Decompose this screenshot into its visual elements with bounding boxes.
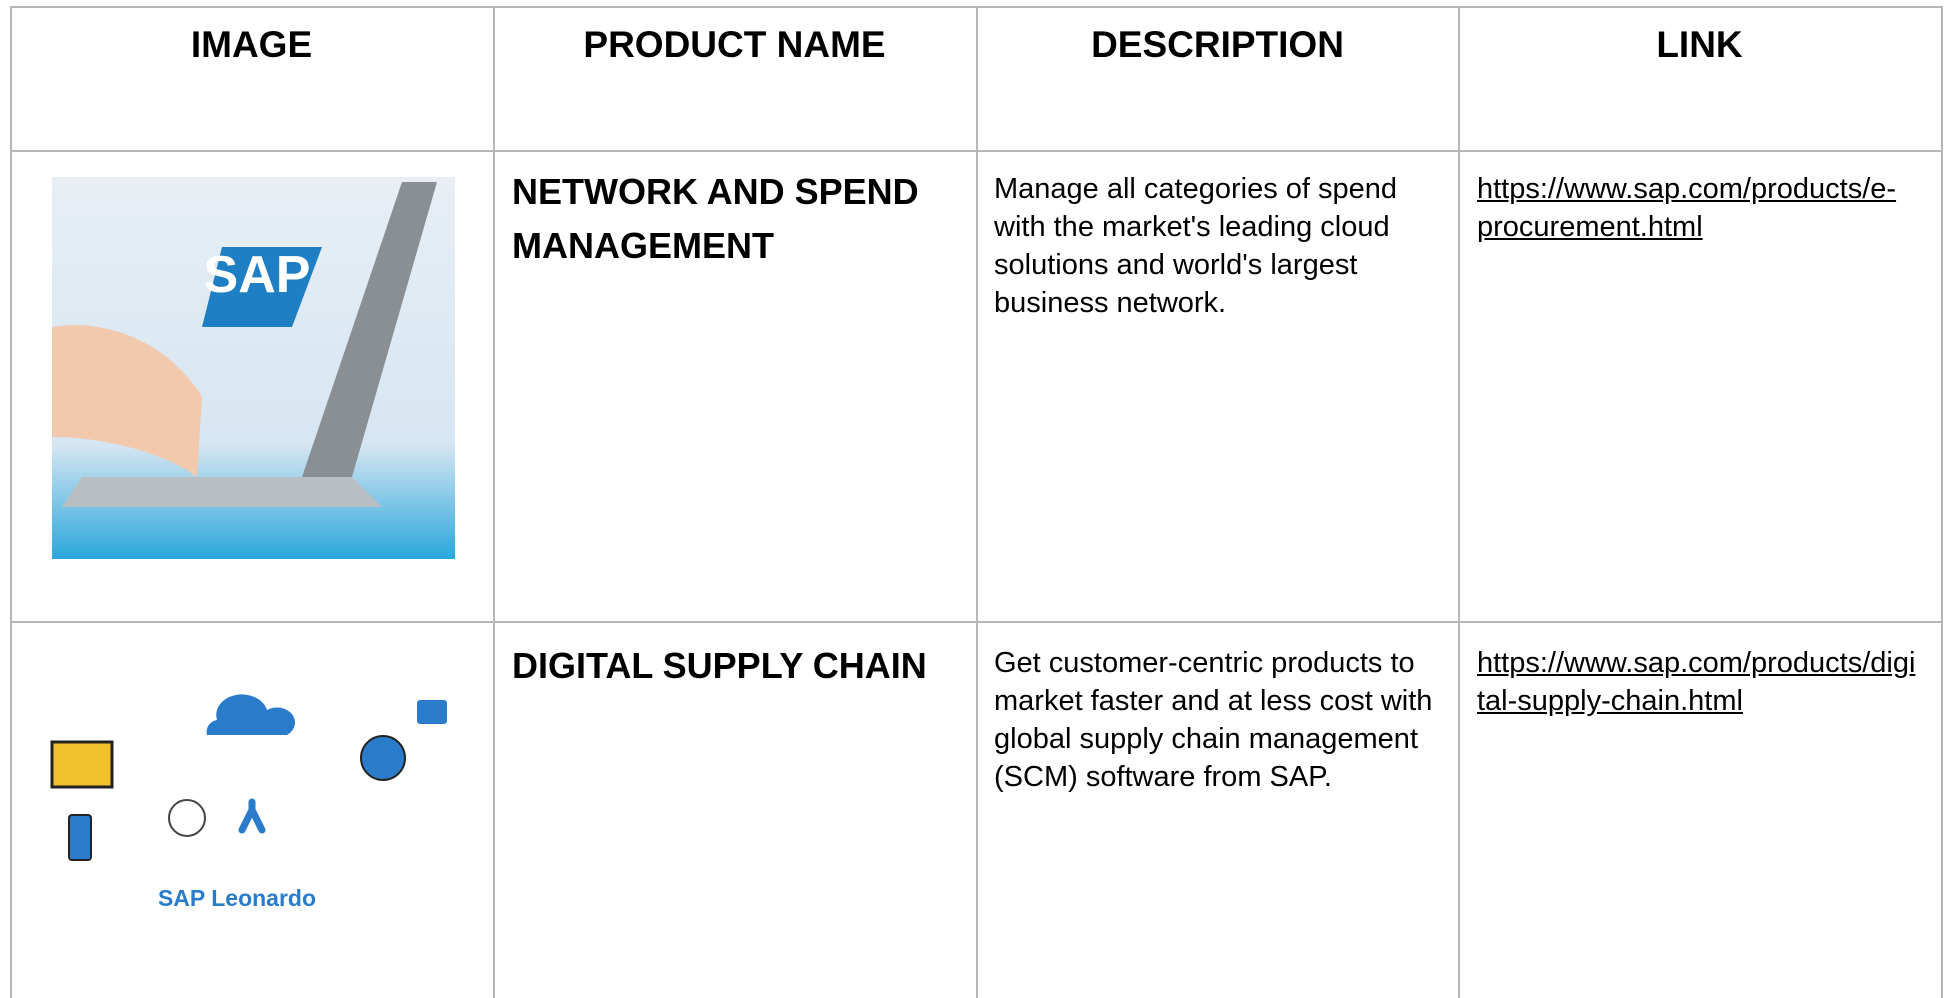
border — [10, 6, 1942, 8]
border — [1941, 6, 1943, 998]
logo-text: SAP — [204, 246, 311, 304]
border — [10, 621, 1942, 623]
product-link[interactable]: https://www.sap.com/products/e-procureme… — [1477, 173, 1897, 243]
product-image: SAP Leonardo — [50, 694, 447, 911]
product-name: NETWORK AND SPEND MANAGEMENT — [512, 171, 919, 266]
description: Get customer-centric products to market … — [994, 647, 1433, 793]
border — [976, 6, 978, 998]
border — [1458, 6, 1460, 998]
column-header: IMAGE — [190, 24, 313, 65]
column-header: DESCRIPTION — [1091, 24, 1344, 65]
column-header: PRODUCT NAME — [583, 24, 886, 65]
border — [10, 6, 12, 998]
description: Manage all categories of spend with the … — [994, 173, 1398, 319]
column-header: LINK — [1656, 24, 1743, 65]
border — [493, 6, 495, 998]
border — [10, 150, 1942, 152]
product-image: SAP — [52, 177, 455, 559]
product-name: DIGITAL SUPPLY CHAIN — [512, 645, 927, 686]
product-link[interactable]: https://www.sap.com/products/digital-sup… — [1477, 647, 1916, 717]
logo-text: SAP Leonardo — [158, 885, 316, 911]
